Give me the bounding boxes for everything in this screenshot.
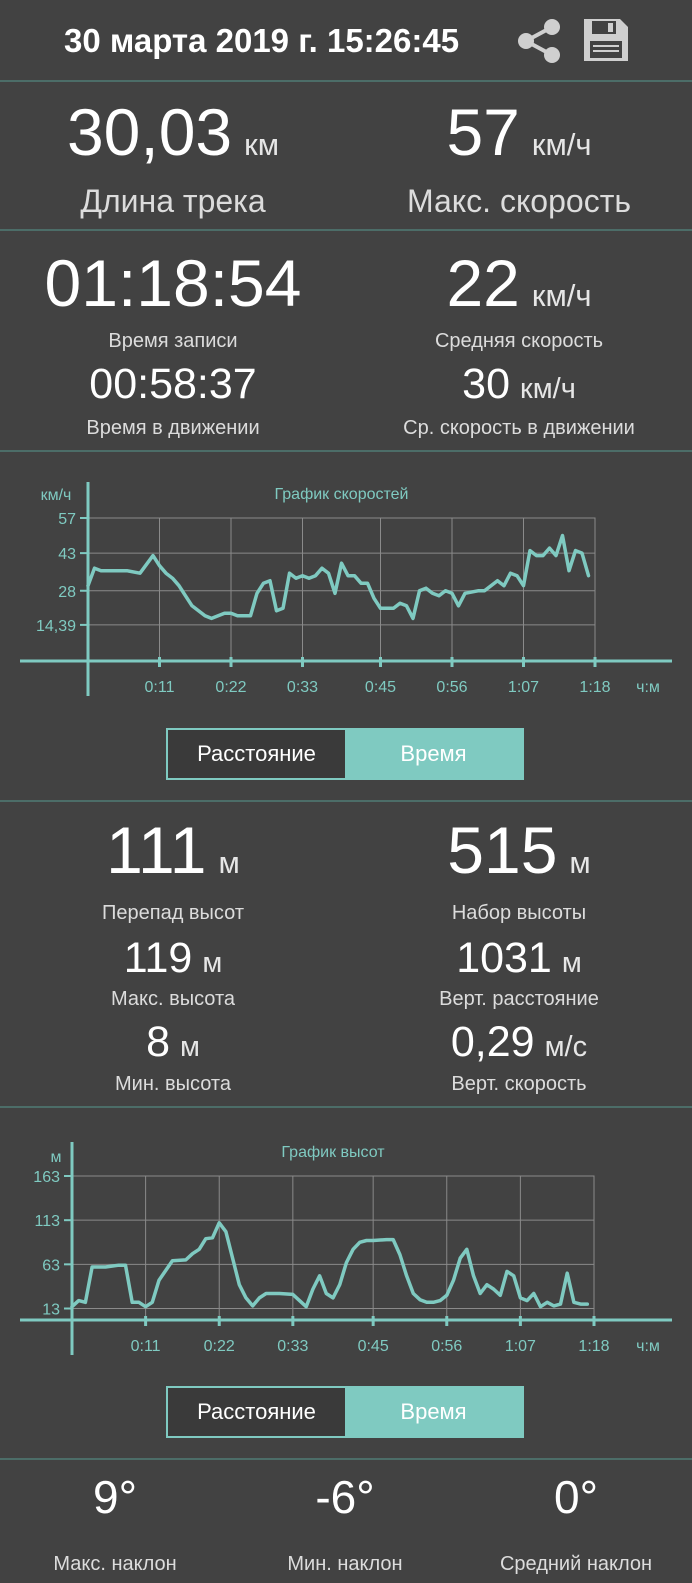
speed-distance-button[interactable]: Расстояние: [168, 730, 345, 778]
speed-axis-toggle[interactable]: Расстояние Время: [166, 728, 524, 780]
max-speed-value: 57 км/ч: [446, 95, 592, 169]
chart-x-tick-label: 0:11: [131, 1338, 161, 1355]
chart-x-tick-label: 0:11: [145, 679, 175, 696]
save-icon[interactable]: [582, 17, 630, 63]
chart-grid-frame: [87, 517, 596, 662]
moving-time-value: 00:58:37: [89, 360, 257, 408]
speed-time-button[interactable]: Время: [345, 730, 522, 778]
track-length-value: 30,03 км: [66, 95, 280, 169]
share-icon[interactable]: [514, 17, 564, 65]
chart-y-axis-label: км/ч: [41, 487, 72, 504]
divider: [0, 1458, 692, 1460]
chart-y-axis-label: м: [51, 1149, 62, 1166]
elevation-gain-value: 515 м: [447, 813, 591, 887]
chart-x-tick-label: 0:45: [358, 1338, 389, 1355]
chart-x-tick-label: 1:07: [505, 1338, 536, 1355]
vertical-distance-value: 1031 м: [456, 934, 582, 982]
min-slope-label: Мин. наклон: [287, 1553, 403, 1575]
altitude-time-button[interactable]: Время: [345, 1388, 522, 1436]
altitude-axis-toggle[interactable]: Расстояние Время: [166, 1386, 524, 1438]
chart-x-axis-label: ч:м: [636, 1338, 660, 1355]
chart-x-tick-label: 0:33: [277, 1338, 308, 1355]
chart-y-tick-label: 63: [42, 1257, 60, 1274]
avg-moving-speed-label: Ср. скорость в движении: [403, 417, 635, 439]
elevation-diff-label: Перепад высот: [102, 902, 244, 924]
divider: [0, 450, 692, 452]
chart-y-tick-label: 28: [58, 584, 76, 601]
chart-x-axis-label: ч:м: [636, 679, 660, 696]
chart-x-tick-label: 0:33: [287, 679, 318, 696]
speed-chart[interactable]: 57 43 28 14,39 0:11 0:22 0:33 0:45 0:56 1:07 1:18 к…: [0, 470, 692, 710]
moving-time-label: Время в движении: [86, 417, 260, 439]
altitude-chart[interactable]: 163 113 63 13 0:11 0:22 0:33 0:45 0:56 1:07 1:18 м ч…: [0, 1130, 692, 1370]
chart-x-tick-label: 1:18: [578, 1338, 609, 1355]
chart-title: График высот: [281, 1144, 385, 1161]
chart-y-tick-label: 13: [42, 1302, 60, 1319]
elevation-gain-label: Набор высоты: [451, 902, 587, 924]
divider: [0, 80, 692, 82]
max-speed-label: Макс. скорость: [406, 183, 632, 219]
chart-x-tick-label: 1:18: [579, 679, 610, 696]
track-length-label: Длина трека: [80, 183, 266, 219]
chart-series-line: [86, 533, 591, 621]
vertical-distance-label: Верт. расстояние: [439, 988, 599, 1010]
min-altitude-label: Мин. высота: [115, 1073, 231, 1095]
chart-y-tick-label: 57: [58, 511, 76, 528]
min-slope-value: -6°: [315, 1471, 375, 1523]
chart-y-tick-label: 43: [58, 546, 76, 563]
divider: [0, 1106, 692, 1108]
altitude-distance-button[interactable]: Расстояние: [168, 1388, 345, 1436]
avg-moving-speed-value: 30 км/ч: [462, 360, 576, 408]
chart-y-tick-label: 14,39: [36, 618, 76, 635]
avg-slope-label: Средний наклон: [499, 1553, 653, 1575]
avg-speed-label: Средняя скорость: [434, 330, 604, 352]
vertical-speed-label: Верт. скорость: [451, 1073, 587, 1095]
chart-y-tick-label: 163: [33, 1169, 60, 1186]
max-slope-label: Макс. наклон: [53, 1553, 177, 1575]
avg-slope-value: 0°: [554, 1471, 598, 1523]
chart-series-line: [70, 1221, 590, 1309]
chart-x-tick-label: 0:45: [365, 679, 396, 696]
divider: [0, 229, 692, 231]
chart-x-tick-label: 1:07: [508, 679, 539, 696]
chart-x-tick-label: 0:22: [204, 1338, 235, 1355]
chart-title: График скоростей: [275, 486, 409, 503]
max-altitude-label: Макс. высота: [110, 988, 236, 1010]
divider: [0, 800, 692, 802]
avg-speed-value: 22 км/ч: [446, 246, 592, 320]
record-time-value: 01:18:54: [44, 246, 302, 320]
chart-y-tick-label: 113: [34, 1213, 60, 1230]
max-slope-value: 9°: [93, 1471, 137, 1523]
record-time-label: Время записи: [108, 330, 238, 352]
page-title: 30 марта 2019 г. 15:26:45: [64, 22, 460, 59]
vertical-speed-value: 0,29 м/с: [450, 1018, 588, 1066]
max-altitude-value: 119 м: [123, 934, 223, 982]
chart-x-tick-label: 0:56: [436, 679, 467, 696]
elevation-diff-value: 111 м: [106, 813, 240, 887]
chart-x-tick-label: 0:56: [431, 1338, 462, 1355]
chart-x-tick-label: 0:22: [215, 679, 246, 696]
